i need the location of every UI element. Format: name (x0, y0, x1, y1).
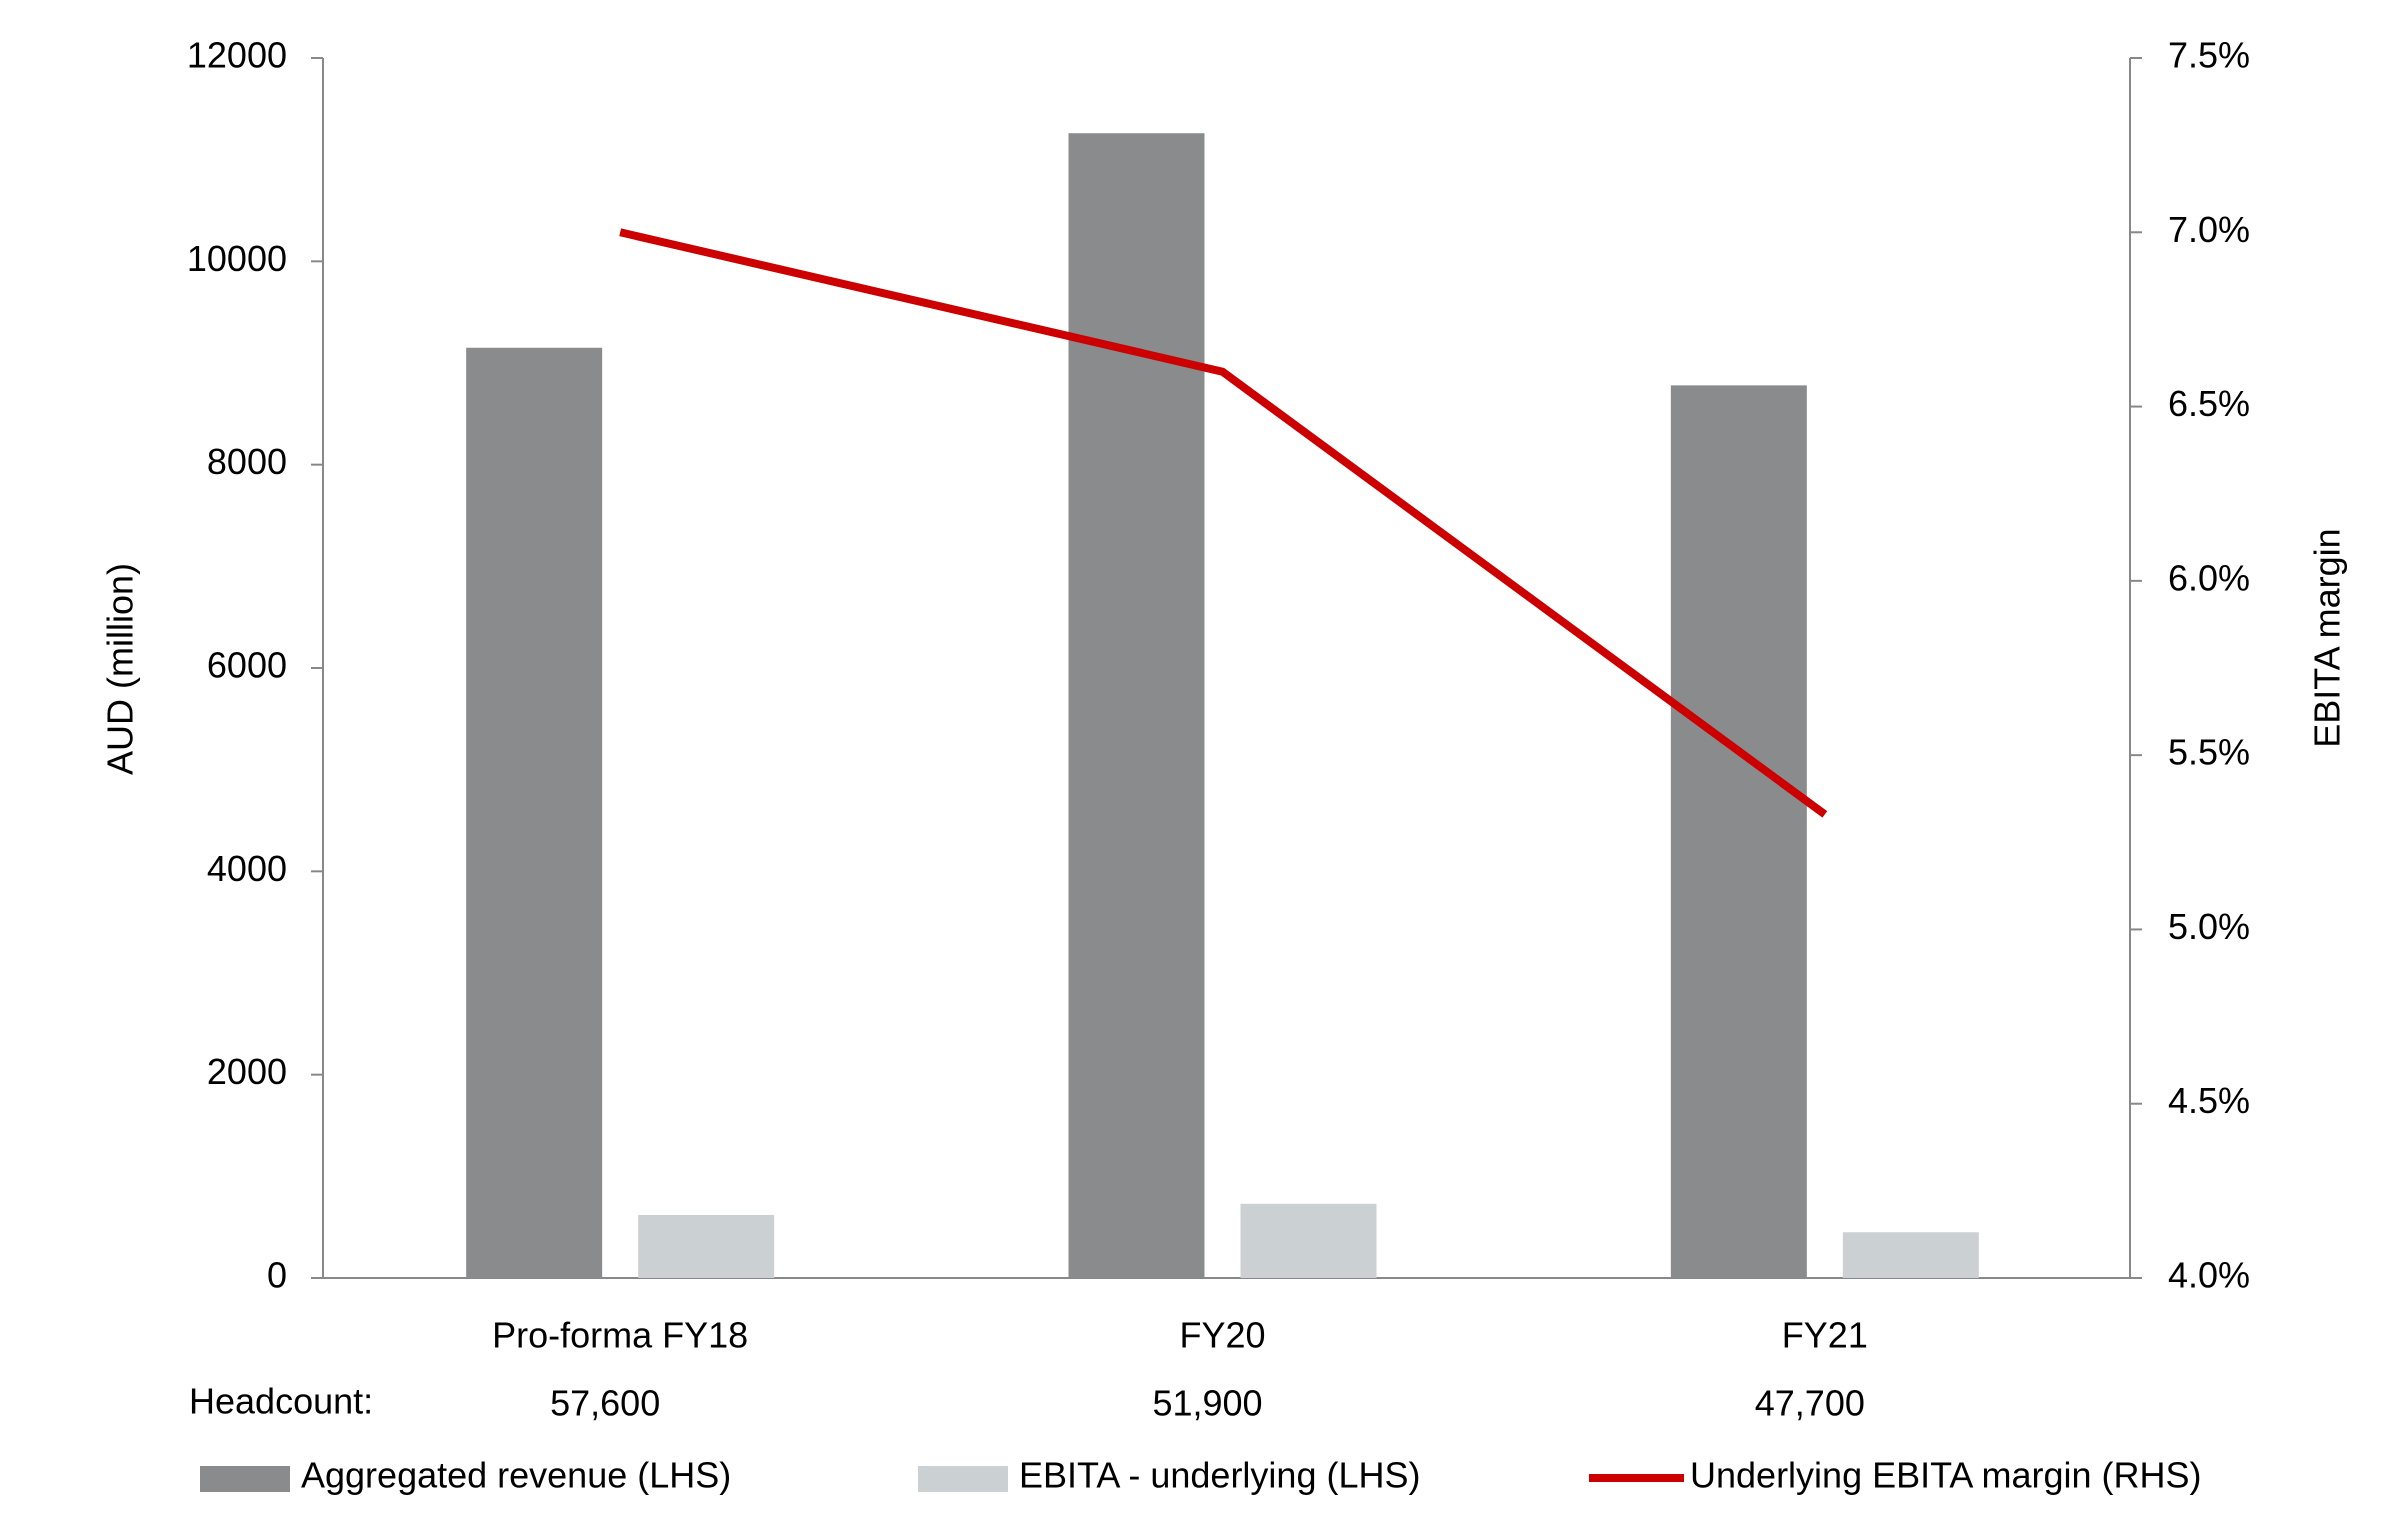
x-tick-label: FY21 (1782, 1315, 1868, 1356)
y-tick-label: 6000 (207, 645, 287, 686)
legend-swatch (918, 1466, 1008, 1492)
y-axis-title: AUD (million) (100, 563, 141, 775)
y2-tick-label: 4.5% (2168, 1080, 2250, 1121)
y2-tick-label: 5.5% (2168, 732, 2250, 773)
headcount-value: 51,900 (1152, 1383, 1262, 1424)
y-tick-label: 10000 (187, 238, 287, 279)
y-tick-label: 4000 (207, 848, 287, 889)
bar (1842, 1232, 1979, 1278)
y2-tick-label: 7.0% (2168, 209, 2250, 250)
y2-tick-label: 7.5% (2168, 35, 2250, 76)
headcount-value: 57,600 (550, 1383, 660, 1424)
headcount-value: 47,700 (1755, 1383, 1865, 1424)
y2-tick-label: 5.0% (2168, 906, 2250, 947)
y2-tick-label: 4.0% (2168, 1255, 2250, 1296)
legend-label: EBITA - underlying (LHS) (1019, 1455, 1420, 1496)
y2-axis-title: EBITA margin (2307, 528, 2348, 747)
bar (1068, 133, 1205, 1278)
x-tick-label: FY20 (1179, 1315, 1265, 1356)
bar (1670, 385, 1807, 1278)
bar (466, 347, 603, 1278)
y-tick-label: 2000 (207, 1051, 287, 1092)
headcount-label: Headcount: (189, 1381, 373, 1422)
y-tick-label: 0 (267, 1255, 287, 1296)
y-tick-label: 8000 (207, 441, 287, 482)
x-tick-label: Pro-forma FY18 (492, 1315, 748, 1356)
y-tick-label: 12000 (187, 35, 287, 76)
legend-label: Underlying EBITA margin (RHS) (1690, 1455, 2202, 1496)
y2-tick-label: 6.5% (2168, 383, 2250, 424)
bar (1240, 1203, 1377, 1278)
line (619, 228, 1828, 818)
y2-tick-label: 6.0% (2168, 557, 2250, 598)
legend-swatch (200, 1466, 290, 1492)
bar (638, 1214, 775, 1278)
legend-label: Aggregated revenue (LHS) (301, 1455, 731, 1496)
